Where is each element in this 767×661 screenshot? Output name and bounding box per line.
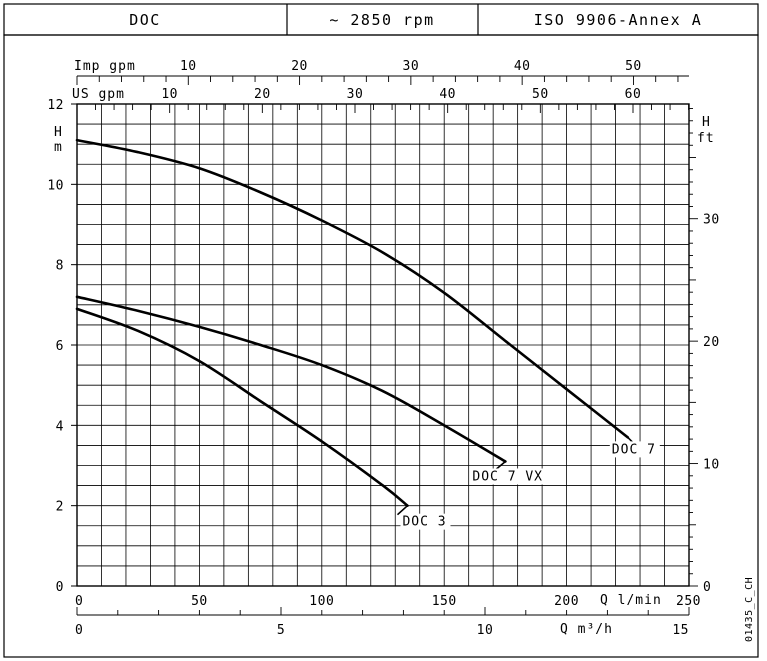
imp-gpm-axis-label: Imp gpm [74,59,136,74]
x-tick-label-lmin: 150 [432,594,457,609]
us-gpm-tick-label: 60 [625,87,642,102]
x-tick-label-m3h: 0 [75,623,83,638]
us-gpm-tick-label: 20 [254,87,271,102]
y-tick-label: 6 [56,339,64,354]
us-gpm-tick-label: 10 [161,87,178,102]
ft-axis-label-h: H [702,115,711,130]
y-axis-label-h: H [54,125,63,140]
us-gpm-tick-label: 30 [347,87,364,102]
x-tick-label-lmin: 100 [309,594,334,609]
imp-gpm-tick-label: 50 [625,59,642,74]
curve-label-doc-7-vx: DOC 7 VX [472,469,543,484]
us-gpm-tick-label: 40 [439,87,456,102]
x-tick-label-lmin: 0 [75,594,83,609]
y-tick-label: 2 [56,500,64,515]
y-axis-label-m: m [54,140,63,155]
x-tick-label-lmin: 50 [191,594,208,609]
curve-label-bg-doc-3 [400,513,451,530]
curve-doc-7-vx [75,295,507,463]
x-tick-label-m3h: 15 [672,623,689,638]
chart-frame [3,34,759,658]
chart-labels: DOC 7 DOC 7 VX DOC 3 [396,436,660,530]
header-speed: ~ 2850 rpm [329,11,434,29]
us-gpm-tick-label: 50 [532,87,549,102]
y-tick-label: 0 [56,580,64,595]
imp-gpm-tick-label: 40 [514,59,531,74]
y-tick-label: 10 [47,178,64,193]
imp-gpm-tick-label: 30 [403,59,420,74]
imp-gpm-tick-label: 10 [180,59,197,74]
x-tick-label-lmin: 200 [554,594,579,609]
ft-tick-label: 10 [703,458,720,473]
header-model: DOC [129,11,161,29]
chart-grid [76,103,690,587]
y-tick-label: 8 [56,259,64,274]
y-tick-label: 4 [56,419,64,434]
drawing-code: 01435_C_CH [744,577,755,642]
curve-leader-doc-3 [396,505,409,516]
curve-doc-7 [75,138,630,439]
curve-doc-3 [75,307,409,507]
x-tick-label-m3h: 10 [477,623,494,638]
imp-gpm-tick-label: 20 [291,59,308,74]
curve-label-bg-doc-7 [609,441,660,458]
y-tick-label: 12 [47,98,64,113]
chart-curves [75,138,630,507]
curve-label-bg-doc-7-vx [470,468,548,485]
x-tick-label-lmin: 250 [676,594,701,609]
curve-label-doc-3: DOC 3 [402,515,446,530]
ft-tick-label: 30 [703,213,720,228]
us-gpm-axis-label: US gpm [72,87,125,102]
ft-tick-label: 20 [703,335,720,350]
x-axis-label-lmin: Q l/min [600,593,662,608]
x-axis-label-m3h: Q m³/h [560,622,613,637]
ft-axis-label-ft: ft [697,131,715,146]
x-tick-label-m3h: 5 [277,623,285,638]
curve-label-doc-7: DOC 7 [612,442,656,457]
header-standard: ISO 9906-Annex A [534,11,703,29]
ft-tick-label: 0 [703,580,711,595]
